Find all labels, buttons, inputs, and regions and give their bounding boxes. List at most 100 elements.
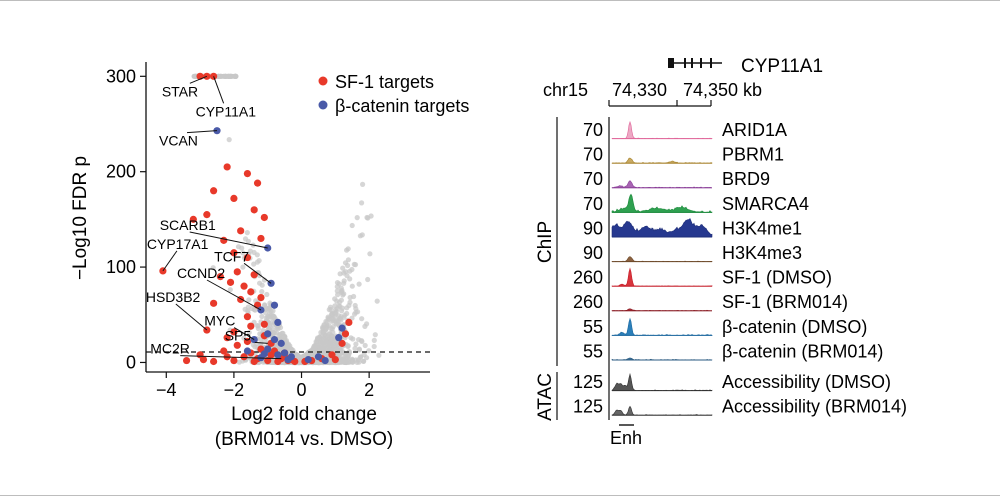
track-row: 90 H3K4me1 <box>583 217 802 238</box>
gene-label: VCAN <box>159 133 198 149</box>
track-signal <box>611 157 713 164</box>
background-point <box>362 342 368 349</box>
background-point <box>242 236 249 242</box>
background-point <box>335 321 341 327</box>
legend: SF-1 targets β-catenin targets <box>318 72 469 116</box>
ctnnb1-target-point <box>264 330 272 338</box>
sf1-target-point <box>260 320 268 328</box>
background-point <box>352 262 359 268</box>
background-point <box>350 336 356 342</box>
gene-label-leader <box>189 75 208 84</box>
ctnnb1-target-point <box>274 351 282 359</box>
track-row: 125 Accessibility (DMSO) <box>573 372 891 392</box>
background-point <box>246 329 252 336</box>
background-point <box>339 308 345 314</box>
sf1-target-point <box>331 356 339 364</box>
sf1-target-point <box>216 273 224 281</box>
background-point <box>344 273 350 279</box>
background-point <box>376 352 382 358</box>
background-point <box>259 289 265 295</box>
background-point <box>336 303 342 309</box>
background-point <box>326 307 332 313</box>
track-label: Accessibility (DMSO) <box>722 372 891 392</box>
background-point <box>334 284 340 290</box>
background-point <box>348 359 354 365</box>
background-point <box>270 327 276 333</box>
legend-sf1-label: SF-1 targets <box>335 72 434 92</box>
sf1-target-point <box>243 170 252 178</box>
genome-tracks-panel: CYP11A1 chr15 74,330 74,350 kb ChIP ATAC… <box>535 56 907 448</box>
legend-sf1-marker <box>318 76 328 86</box>
ctnnb1-target-point <box>335 334 343 342</box>
background-point <box>254 259 260 265</box>
gene-label-leader <box>254 341 268 344</box>
background-point <box>359 200 365 206</box>
coordinate-tick-label: 74,350 kb <box>683 80 762 100</box>
track-scale-label: 70 <box>583 120 603 140</box>
sf1-target-point <box>223 334 231 342</box>
legend-ctnnb1-label: β-catenin targets <box>335 96 469 116</box>
sf1-target-point <box>230 356 238 365</box>
background-point <box>371 343 377 350</box>
background-point <box>338 317 344 323</box>
background-point <box>359 232 365 238</box>
background-point <box>359 316 365 322</box>
track-scale-label: 90 <box>583 243 603 263</box>
background-point <box>356 347 362 353</box>
sf1-target-point <box>210 187 218 195</box>
chip-group-label: ChIP <box>535 221 556 263</box>
ctnnb1-points <box>213 127 346 365</box>
background-point <box>333 344 339 350</box>
track-row: 90 H3K4me3 <box>583 243 802 263</box>
track-signal <box>611 267 713 287</box>
background-point <box>244 230 250 236</box>
background-point <box>334 288 340 294</box>
track-row: 70 SMARCA4 <box>583 193 809 214</box>
gene-model-exon <box>684 58 686 68</box>
gene-label: CYP11A1 <box>196 103 257 119</box>
legend-ctnnb1-marker <box>318 100 328 110</box>
background-point <box>317 347 323 353</box>
background-point <box>342 260 349 266</box>
sf1-target-point <box>338 339 346 347</box>
sf1-target-point <box>210 299 218 307</box>
background-point <box>353 341 359 347</box>
background-point <box>218 73 225 79</box>
track-label: BRD9 <box>722 169 770 189</box>
ctnnb1-target-point <box>260 350 268 358</box>
sf1-target-point <box>260 213 268 222</box>
track-label: β-catenin (DMSO) <box>722 317 867 337</box>
sf1-target-point <box>189 215 197 223</box>
y-ticks: 0 100 200 300 <box>106 66 146 372</box>
background-point <box>351 293 357 300</box>
background-point <box>264 291 270 298</box>
background-point <box>245 304 251 310</box>
background-point <box>360 181 366 187</box>
background-point <box>354 359 360 365</box>
gene-model-exon <box>691 58 693 68</box>
track-scale-label: 125 <box>573 397 603 417</box>
gene-label: MYC <box>204 313 235 329</box>
background-point <box>260 327 266 334</box>
x-tick-label: −4 <box>156 380 177 400</box>
sf1-target-point <box>243 313 252 321</box>
sf1-target-point <box>250 271 258 279</box>
background-point <box>329 311 335 317</box>
background-point <box>334 298 340 304</box>
track-row: 125 Accessibility (BRM014) <box>573 397 907 417</box>
background-point <box>259 282 265 288</box>
background-point <box>268 320 274 326</box>
track-scale-label: 70 <box>583 145 603 165</box>
background-point <box>323 325 329 331</box>
background-point <box>341 278 347 284</box>
sf1-target-point <box>247 322 255 330</box>
background-point <box>352 345 358 352</box>
background-point <box>325 340 331 346</box>
background-point <box>329 326 335 332</box>
background-point <box>364 321 370 327</box>
sf1-target-point <box>250 357 258 366</box>
sf1-target-point <box>226 278 235 286</box>
sf1-target-point <box>182 356 191 365</box>
